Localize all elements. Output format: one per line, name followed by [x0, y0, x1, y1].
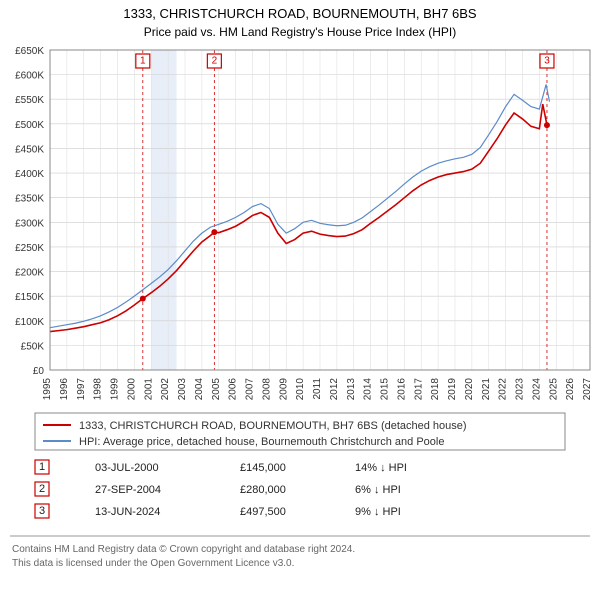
y-tick-label: £100K — [15, 317, 44, 328]
sale-row-marker-num: 3 — [39, 505, 45, 517]
x-tick-label: 2011 — [312, 378, 323, 400]
y-tick-label: £500K — [15, 120, 44, 131]
y-tick-label: £600K — [15, 71, 44, 82]
x-tick-label: 2018 — [430, 378, 441, 401]
x-tick-label: 2019 — [447, 378, 458, 401]
sale-point — [140, 296, 146, 302]
y-tick-label: £200K — [15, 268, 44, 279]
title-line-2: Price paid vs. HM Land Registry's House … — [144, 25, 456, 39]
x-tick-label: 2010 — [295, 378, 306, 401]
x-tick-label: 2013 — [346, 378, 357, 401]
x-tick-label: 2023 — [515, 378, 526, 401]
y-tick-label: £50K — [21, 341, 45, 352]
x-tick-label: 2024 — [531, 378, 542, 401]
x-tick-label: 2008 — [261, 378, 272, 401]
sale-marker-number: 3 — [544, 56, 550, 67]
x-tick-label: 2015 — [380, 378, 391, 401]
footer-line-2: This data is licensed under the Open Gov… — [12, 558, 294, 569]
legend-item: HPI: Average price, detached house, Bour… — [43, 436, 444, 448]
y-tick-label: £0 — [33, 366, 45, 377]
x-tick-label: 2001 — [143, 378, 154, 401]
recession-band — [151, 50, 176, 370]
y-tick-label: £550K — [15, 95, 44, 106]
sale-row-diff: 14% ↓ HPI — [355, 462, 407, 474]
y-tick-label: £300K — [15, 218, 44, 229]
title-line-1: 1333, CHRISTCHURCH ROAD, BOURNEMOUTH, BH… — [123, 6, 477, 21]
y-tick-label: £250K — [15, 243, 44, 254]
x-tick-label: 1995 — [42, 378, 53, 401]
legend-label: 1333, CHRISTCHURCH ROAD, BOURNEMOUTH, BH… — [79, 420, 467, 432]
y-tick-label: £400K — [15, 169, 44, 180]
y-tick-label: £350K — [15, 194, 44, 205]
sale-marker-number: 2 — [212, 56, 218, 67]
sale-row-diff: 6% ↓ HPI — [355, 484, 401, 496]
legend-label: HPI: Average price, detached house, Bour… — [79, 436, 444, 448]
x-tick-label: 2012 — [329, 378, 340, 401]
sale-row-marker-num: 2 — [39, 483, 45, 495]
x-tick-label: 2021 — [481, 378, 492, 401]
x-tick-label: 2005 — [211, 378, 222, 401]
x-tick-label: 2009 — [278, 378, 289, 401]
x-tick-label: 2000 — [126, 378, 137, 401]
sale-row: 3 13-JUN-2024 £497,500 9% ↓ HPI — [35, 504, 401, 518]
chart-svg: 1333, CHRISTCHURCH ROAD, BOURNEMOUTH, BH… — [0, 0, 600, 590]
sale-point — [211, 229, 217, 235]
x-tick-label: 2003 — [177, 378, 188, 401]
sale-row-price: £497,500 — [240, 506, 286, 518]
sale-row-date: 03-JUL-2000 — [95, 462, 159, 474]
x-tick-label: 2004 — [194, 378, 205, 401]
x-tick-label: 1996 — [59, 378, 70, 401]
x-tick-label: 2016 — [396, 378, 407, 401]
x-tick-label: 2006 — [228, 378, 239, 401]
sale-row-diff: 9% ↓ HPI — [355, 506, 401, 518]
sale-row-price: £280,000 — [240, 484, 286, 496]
sale-marker-number: 1 — [140, 56, 146, 67]
footer-line-1: Contains HM Land Registry data © Crown c… — [12, 544, 355, 555]
x-tick-label: 2022 — [498, 378, 509, 401]
x-tick-label: 2017 — [413, 378, 424, 401]
x-tick-label: 2026 — [565, 378, 576, 401]
x-tick-label: 2025 — [548, 378, 559, 401]
sale-point — [544, 122, 550, 128]
x-tick-label: 2027 — [582, 378, 593, 401]
sale-row-marker-num: 1 — [39, 461, 45, 473]
x-tick-label: 2020 — [464, 378, 475, 401]
x-tick-label: 1998 — [93, 378, 104, 401]
x-tick-label: 1997 — [76, 378, 87, 401]
y-tick-label: £650K — [15, 46, 44, 57]
sale-row: 1 03-JUL-2000 £145,000 14% ↓ HPI — [35, 460, 407, 474]
sale-row-price: £145,000 — [240, 462, 286, 474]
sale-row-date: 13-JUN-2024 — [95, 506, 160, 518]
x-tick-label: 2007 — [245, 378, 256, 401]
x-tick-label: 2002 — [160, 378, 171, 401]
y-tick-label: £450K — [15, 144, 44, 155]
sale-row: 2 27-SEP-2004 £280,000 6% ↓ HPI — [35, 482, 401, 496]
x-tick-label: 1999 — [110, 378, 121, 401]
sale-row-date: 27-SEP-2004 — [95, 484, 161, 496]
legend-item: 1333, CHRISTCHURCH ROAD, BOURNEMOUTH, BH… — [43, 420, 467, 432]
x-tick-label: 2014 — [363, 378, 374, 401]
chart-container: 1333, CHRISTCHURCH ROAD, BOURNEMOUTH, BH… — [0, 0, 600, 590]
footer: Contains HM Land Registry data © Crown c… — [12, 544, 355, 569]
y-tick-label: £150K — [15, 292, 44, 303]
